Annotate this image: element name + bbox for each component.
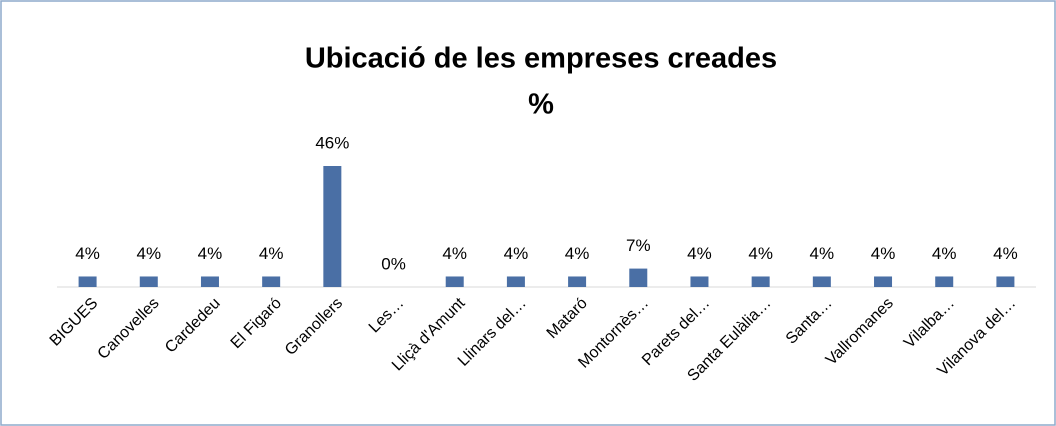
bar (323, 166, 342, 287)
bar (629, 268, 648, 287)
bar (78, 276, 97, 287)
bar (935, 276, 954, 287)
value-label: 7% (626, 236, 651, 255)
bar (812, 276, 831, 287)
bar (139, 276, 158, 287)
bar (874, 276, 893, 287)
bar (568, 276, 587, 287)
chart-subtitle: % (528, 89, 554, 121)
bar (200, 276, 219, 287)
value-label: 4% (504, 244, 529, 263)
value-label: 4% (871, 244, 896, 263)
bar (690, 276, 709, 287)
value-label: 4% (993, 244, 1018, 263)
value-label: 4% (810, 244, 835, 263)
value-label: 0% (381, 254, 406, 273)
value-label: 4% (565, 244, 590, 263)
value-label: 4% (932, 244, 957, 263)
bar (506, 276, 525, 287)
value-label: 4% (75, 244, 100, 263)
value-label: 4% (442, 244, 467, 263)
value-label: 4% (136, 244, 161, 263)
value-label: 4% (259, 244, 284, 263)
bar (445, 276, 464, 287)
value-label: 46% (315, 133, 349, 152)
value-label: 4% (748, 244, 773, 263)
bar (751, 276, 770, 287)
chart-title: Ubicació de les empreses creades (305, 43, 777, 75)
bar (996, 276, 1015, 287)
bar (262, 276, 281, 287)
value-label: 4% (687, 244, 712, 263)
value-label: 4% (198, 244, 223, 263)
